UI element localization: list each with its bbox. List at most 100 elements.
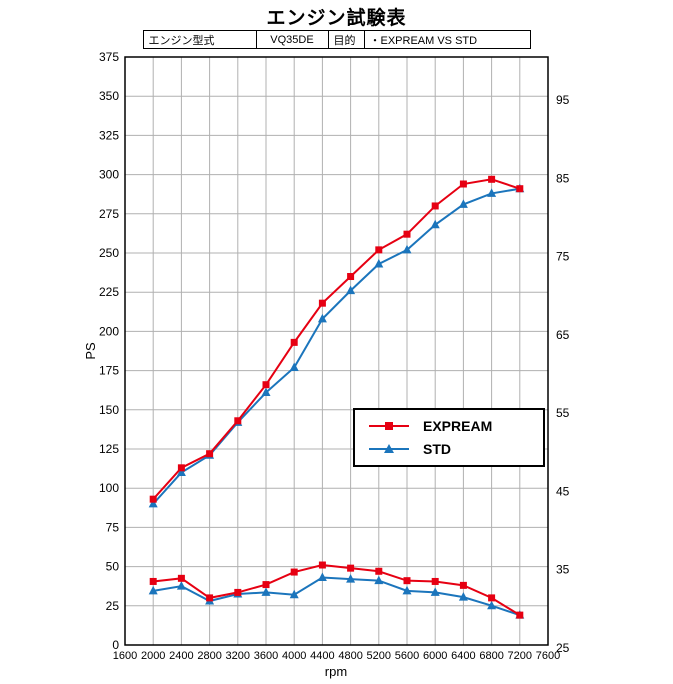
data-point-marker — [516, 611, 524, 619]
chart-plot-area: 1600 2000 2400 2800 3200 3600 4000 4400 4800 5200… — [99, 50, 570, 662]
data-point-marker — [488, 594, 496, 602]
svg-text:25: 25 — [106, 599, 120, 613]
svg-text:35: 35 — [556, 563, 570, 577]
legend-label-std: STD — [423, 441, 451, 457]
svg-text:175: 175 — [99, 364, 119, 378]
std-series-marker-icon — [369, 444, 409, 453]
svg-text:100: 100 — [99, 481, 119, 495]
data-point-marker — [176, 581, 186, 590]
data-point-marker — [290, 338, 298, 346]
svg-text:7200: 7200 — [508, 650, 532, 662]
data-point-marker — [148, 585, 158, 595]
svg-text:95: 95 — [556, 93, 570, 107]
svg-text:4000: 4000 — [282, 650, 306, 662]
legend-item-std: STD — [369, 441, 529, 457]
svg-text:6800: 6800 — [479, 650, 503, 662]
svg-text:75: 75 — [106, 520, 120, 534]
data-point-marker — [459, 581, 467, 589]
data-point-marker — [403, 230, 411, 238]
data-point-marker — [487, 600, 497, 610]
svg-text:225: 225 — [99, 285, 119, 299]
data-point-marker — [177, 464, 185, 472]
x-tick-labels: 1600 2000 2400 2800 3200 3600 4000 4400 4800 5200… — [113, 650, 560, 662]
grid-lines — [125, 57, 548, 645]
data-point-marker — [149, 495, 157, 503]
data-point-marker — [431, 202, 439, 210]
data-point-marker — [290, 568, 298, 576]
data-point-marker — [148, 498, 158, 508]
svg-text:3600: 3600 — [254, 650, 278, 662]
page-title: エンジン試験表 — [266, 8, 407, 29]
spec-table: エンジン型式 VQ35DE 目的 ・EXPREAM VS STD — [142, 30, 531, 49]
chart-legend: EXPREAM STD — [353, 408, 545, 467]
svg-text:0: 0 — [112, 638, 119, 652]
x-axis-label: rpm — [325, 664, 347, 679]
data-point-marker — [347, 273, 355, 281]
plot-border — [124, 56, 549, 646]
data-point-marker — [234, 417, 242, 425]
svg-text:300: 300 — [99, 168, 119, 182]
svg-text:350: 350 — [99, 89, 119, 103]
svg-text:45: 45 — [556, 484, 570, 498]
y-left-tick-labels: 0 25 50 75 100 125 150 175 200 225 250 275 300 325 350… — [99, 50, 119, 652]
svg-text:4400: 4400 — [310, 650, 334, 662]
purpose-value: ・EXPREAM VS STD — [363, 31, 530, 48]
data-point-marker — [430, 219, 440, 229]
svg-text:325: 325 — [99, 128, 119, 142]
svg-text:4800: 4800 — [338, 650, 362, 662]
data-point-marker — [375, 567, 383, 575]
data-point-marker — [375, 246, 383, 254]
data-point-marker — [177, 574, 185, 582]
data-point-marker — [374, 575, 384, 585]
data-point-marker — [402, 585, 412, 595]
data-point-marker — [234, 588, 242, 596]
series-torque-std — [148, 572, 525, 619]
expream-series-marker-icon — [369, 422, 409, 430]
data-point-marker — [458, 199, 468, 208]
legend-label-expream: EXPREAM — [423, 418, 493, 434]
data-point-marker — [458, 592, 468, 601]
data-point-marker — [430, 587, 440, 596]
svg-text:75: 75 — [556, 250, 570, 264]
svg-text:200: 200 — [99, 324, 119, 338]
data-point-marker — [317, 572, 327, 582]
y-axis-label: PS — [83, 342, 98, 360]
svg-text:2400: 2400 — [169, 650, 193, 662]
svg-text:55: 55 — [556, 406, 570, 420]
data-point-marker — [459, 180, 467, 188]
data-point-marker — [318, 561, 326, 569]
data-point-marker — [261, 587, 271, 596]
data-point-marker — [262, 381, 270, 389]
data-point-marker — [346, 574, 356, 583]
data-point-marker — [402, 244, 412, 254]
data-point-marker — [403, 577, 411, 585]
data-point-marker — [374, 258, 384, 268]
data-point-marker — [431, 577, 439, 585]
data-point-marker — [488, 175, 496, 183]
svg-text:5200: 5200 — [367, 650, 391, 662]
data-point-marker — [262, 581, 270, 589]
svg-text:85: 85 — [556, 171, 570, 185]
data-point-marker — [289, 362, 299, 371]
data-point-marker — [516, 185, 524, 193]
data-point-marker — [346, 285, 356, 295]
svg-text:1600: 1600 — [113, 650, 137, 662]
svg-text:6000: 6000 — [423, 650, 447, 662]
svg-text:250: 250 — [99, 246, 119, 260]
svg-text:2000: 2000 — [141, 650, 165, 662]
svg-text:50: 50 — [106, 560, 120, 574]
data-point-marker — [289, 589, 299, 599]
svg-text:25: 25 — [556, 641, 570, 655]
data-point-marker — [318, 299, 326, 307]
data-point-marker — [347, 564, 355, 572]
series-power-expream — [149, 175, 524, 503]
data-point-marker — [261, 387, 271, 397]
svg-text:6400: 6400 — [451, 650, 475, 662]
legend-item-expream: EXPREAM — [369, 418, 529, 434]
engine-model-value: VQ35DE — [255, 31, 328, 48]
engine-model-label: エンジン型式 — [148, 34, 215, 47]
svg-text:3200: 3200 — [226, 650, 250, 662]
svg-text:2800: 2800 — [197, 650, 221, 662]
